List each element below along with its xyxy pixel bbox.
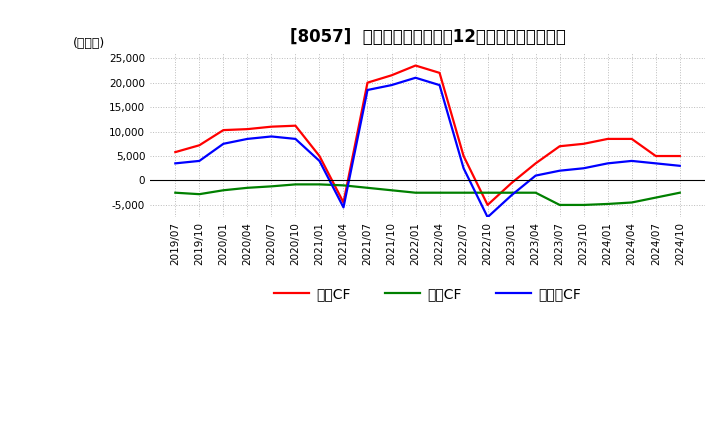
フリーCF xyxy=(555,168,564,173)
営業CF xyxy=(555,143,564,149)
フリーCF xyxy=(411,75,420,81)
投資CF xyxy=(436,190,444,195)
フリーCF xyxy=(652,161,660,166)
営業CF xyxy=(171,150,180,155)
営業CF xyxy=(339,200,348,205)
フリーCF xyxy=(603,161,612,166)
投資CF xyxy=(675,190,684,195)
Line: 営業CF: 営業CF xyxy=(176,66,680,205)
投資CF xyxy=(387,187,396,193)
営業CF xyxy=(363,80,372,85)
Legend: 営業CF, 投資CF, フリーCF: 営業CF, 投資CF, フリーCF xyxy=(269,282,586,307)
Title: [8057]  キャッシュフローの12か月移動合計の推移: [8057] キャッシュフローの12か月移動合計の推移 xyxy=(289,28,565,46)
営業CF xyxy=(580,141,588,147)
投資CF xyxy=(339,183,348,188)
営業CF xyxy=(291,123,300,128)
投資CF xyxy=(627,200,636,205)
投資CF xyxy=(219,187,228,193)
投資CF xyxy=(483,190,492,195)
投資CF xyxy=(195,191,204,197)
フリーCF xyxy=(195,158,204,164)
営業CF xyxy=(387,73,396,78)
フリーCF xyxy=(315,158,324,164)
投資CF xyxy=(363,185,372,191)
フリーCF xyxy=(459,165,468,171)
投資CF xyxy=(411,190,420,195)
営業CF xyxy=(459,154,468,159)
投資CF xyxy=(243,185,252,191)
フリーCF xyxy=(291,136,300,142)
フリーCF xyxy=(580,165,588,171)
フリーCF xyxy=(436,82,444,88)
Line: フリーCF: フリーCF xyxy=(176,78,680,217)
フリーCF xyxy=(675,163,684,169)
営業CF xyxy=(508,180,516,186)
営業CF xyxy=(603,136,612,142)
フリーCF xyxy=(339,205,348,210)
投資CF xyxy=(531,190,540,195)
営業CF xyxy=(652,154,660,159)
営業CF xyxy=(436,70,444,76)
投資CF xyxy=(291,182,300,187)
投資CF xyxy=(459,190,468,195)
フリーCF xyxy=(627,158,636,164)
フリーCF xyxy=(483,215,492,220)
フリーCF xyxy=(531,173,540,178)
投資CF xyxy=(652,195,660,200)
Y-axis label: (百万円): (百万円) xyxy=(73,37,105,50)
営業CF xyxy=(411,63,420,68)
投資CF xyxy=(580,202,588,208)
フリーCF xyxy=(171,161,180,166)
投資CF xyxy=(603,202,612,207)
フリーCF xyxy=(267,134,276,139)
フリーCF xyxy=(363,88,372,93)
フリーCF xyxy=(243,136,252,142)
投資CF xyxy=(171,190,180,195)
営業CF xyxy=(195,143,204,148)
営業CF xyxy=(267,124,276,129)
投資CF xyxy=(555,202,564,208)
営業CF xyxy=(243,126,252,132)
営業CF xyxy=(675,154,684,159)
営業CF xyxy=(627,136,636,142)
フリーCF xyxy=(219,141,228,147)
営業CF xyxy=(531,161,540,166)
投資CF xyxy=(315,182,324,187)
投資CF xyxy=(267,184,276,189)
フリーCF xyxy=(387,82,396,88)
投資CF xyxy=(508,190,516,195)
営業CF xyxy=(219,128,228,133)
営業CF xyxy=(315,154,324,159)
フリーCF xyxy=(508,193,516,198)
営業CF xyxy=(483,202,492,208)
Line: 投資CF: 投資CF xyxy=(176,184,680,205)
